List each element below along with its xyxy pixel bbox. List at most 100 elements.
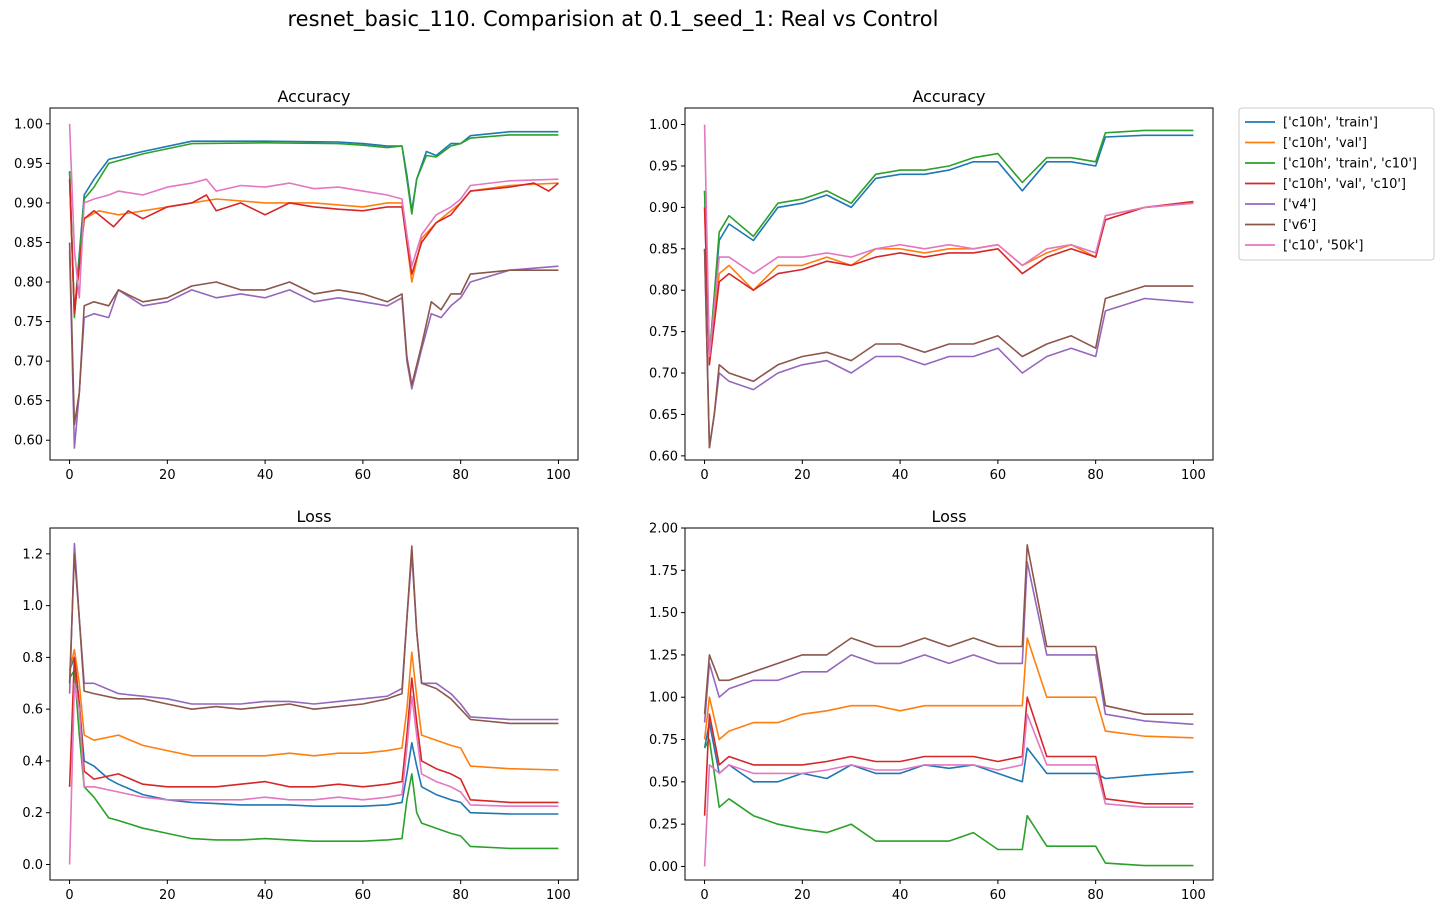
x-tick-label: 20 xyxy=(794,468,811,483)
panel-title: Loss xyxy=(296,507,331,526)
series-line-7 xyxy=(68,123,559,299)
series-line-3 xyxy=(68,669,559,850)
y-tick-label: 1.00 xyxy=(649,118,678,133)
y-tick-label: 1.00 xyxy=(649,691,678,706)
panel-title: Loss xyxy=(931,507,966,526)
y-tick-label: 0.65 xyxy=(14,394,43,409)
series-line-7 xyxy=(703,124,1194,358)
axes-frame xyxy=(49,107,579,461)
x-tick-label: 100 xyxy=(1181,888,1206,903)
x-tick-label: 100 xyxy=(546,468,571,483)
y-tick-label: 0.25 xyxy=(649,818,678,833)
y-tick-label: 1.50 xyxy=(649,606,678,621)
series-line-7 xyxy=(68,682,559,865)
chart-panel-2: Accuracy 0 20 40 60 80 100 0.60 0.65 0.70 0.75 0.80… xyxy=(649,87,1214,483)
series-line-5 xyxy=(68,542,559,721)
series-line-4 xyxy=(703,696,1194,816)
legend-frame xyxy=(1238,107,1435,261)
y-tick-label: 0.75 xyxy=(649,733,678,748)
series-line-1 xyxy=(703,134,1194,358)
y-tick-label: 0.70 xyxy=(649,367,678,382)
series-line-2 xyxy=(68,179,559,315)
series-line-6 xyxy=(703,248,1194,449)
legend-label: ['c10h', 'train', 'c10'] xyxy=(1283,157,1417,172)
x-tick-label: 60 xyxy=(355,888,372,903)
series-line-5 xyxy=(703,561,1194,726)
legend-label: ['c10h', 'train'] xyxy=(1283,116,1378,131)
y-tick-label: 1.75 xyxy=(649,564,678,579)
series-line-2 xyxy=(68,648,559,771)
y-tick-label: 0.4 xyxy=(22,754,43,769)
y-tick-label: 2.00 xyxy=(649,522,678,537)
chart-panel-3: Loss 0 20 40 60 80 100 0.0 0.2 0.4 0.6 0.8 1.0 1.2 xyxy=(22,507,579,903)
series-line-6 xyxy=(68,545,559,725)
panel-title: Accuracy xyxy=(277,87,350,106)
series-line-2 xyxy=(703,637,1194,741)
legend: ['c10h', 'train'] ['c10h', 'val'] ['c10h',… xyxy=(1238,107,1435,261)
y-tick-label: 1.00 xyxy=(14,117,43,132)
y-tick-label: 0.80 xyxy=(14,276,43,291)
series-line-4 xyxy=(68,179,559,315)
y-tick-label: 0.95 xyxy=(649,159,678,174)
legend-label: ['c10h', 'val'] xyxy=(1283,136,1367,151)
x-tick-label: 60 xyxy=(990,468,1007,483)
y-tick-label: 0.65 xyxy=(649,408,678,423)
y-tick-label: 1.0 xyxy=(22,599,43,614)
figure-title: resnet_basic_110. Comparision at 0.1_see… xyxy=(288,7,939,32)
y-tick-label: 0.50 xyxy=(649,775,678,790)
series-line-4 xyxy=(68,656,559,804)
series-line-1 xyxy=(68,656,559,815)
x-tick-label: 0 xyxy=(65,888,73,903)
y-tick-label: 0.70 xyxy=(14,355,43,370)
x-tick-label: 40 xyxy=(257,468,274,483)
y-tick-label: 0.00 xyxy=(649,860,678,875)
y-tick-label: 0.6 xyxy=(22,703,43,718)
x-tick-label: 80 xyxy=(452,468,469,483)
chart-panel-4: Loss 0 20 40 60 80 100 0.00 0.25 0.50 0.75 1.00 1.25… xyxy=(649,507,1214,903)
series-line-6 xyxy=(68,242,559,426)
series-line-4 xyxy=(703,200,1194,366)
y-tick-label: 0.2 xyxy=(22,806,43,821)
x-tick-label: 60 xyxy=(990,888,1007,903)
x-tick-label: 80 xyxy=(1087,888,1104,903)
series-line-3 xyxy=(703,738,1194,867)
y-tick-label: 0.75 xyxy=(649,325,678,340)
x-tick-label: 40 xyxy=(257,888,274,903)
series-line-7 xyxy=(703,713,1194,867)
series-line-3 xyxy=(703,129,1194,358)
x-tick-label: 20 xyxy=(159,468,176,483)
x-tick-label: 60 xyxy=(355,468,372,483)
series-line-6 xyxy=(703,544,1194,715)
axes-frame xyxy=(49,527,579,881)
y-tick-label: 0.60 xyxy=(14,434,43,449)
y-tick-label: 1.25 xyxy=(649,648,678,663)
y-tick-label: 0.8 xyxy=(22,651,43,666)
series-line-5 xyxy=(68,250,559,449)
y-tick-label: 0.95 xyxy=(14,157,43,172)
legend-label: ['v4'] xyxy=(1283,198,1316,213)
y-tick-label: 0.90 xyxy=(14,196,43,211)
x-tick-label: 40 xyxy=(892,468,909,483)
series-line-1 xyxy=(68,130,559,315)
y-tick-label: 0.90 xyxy=(649,201,678,216)
y-tick-label: 0.85 xyxy=(649,242,678,257)
y-tick-label: 0.75 xyxy=(14,315,43,330)
axes-frame xyxy=(684,107,1214,461)
panel-title: Accuracy xyxy=(912,87,985,106)
x-tick-label: 40 xyxy=(892,888,909,903)
y-tick-label: 0.0 xyxy=(22,858,43,873)
x-tick-label: 80 xyxy=(452,888,469,903)
x-tick-label: 20 xyxy=(794,888,811,903)
x-tick-label: 0 xyxy=(700,468,708,483)
legend-label: ['c10h', 'val', 'c10'] xyxy=(1283,177,1406,192)
y-tick-label: 0.80 xyxy=(649,284,678,299)
axes-frame xyxy=(684,527,1214,881)
y-tick-label: 0.85 xyxy=(14,236,43,251)
series-line-5 xyxy=(703,248,1194,449)
legend-label: ['v6'] xyxy=(1283,218,1316,233)
x-tick-label: 0 xyxy=(65,468,73,483)
chart-panel-1: Accuracy 0 20 40 60 80 100 0.60 0.65 0.70 0.75 0.80… xyxy=(14,87,579,483)
x-tick-label: 20 xyxy=(159,888,176,903)
